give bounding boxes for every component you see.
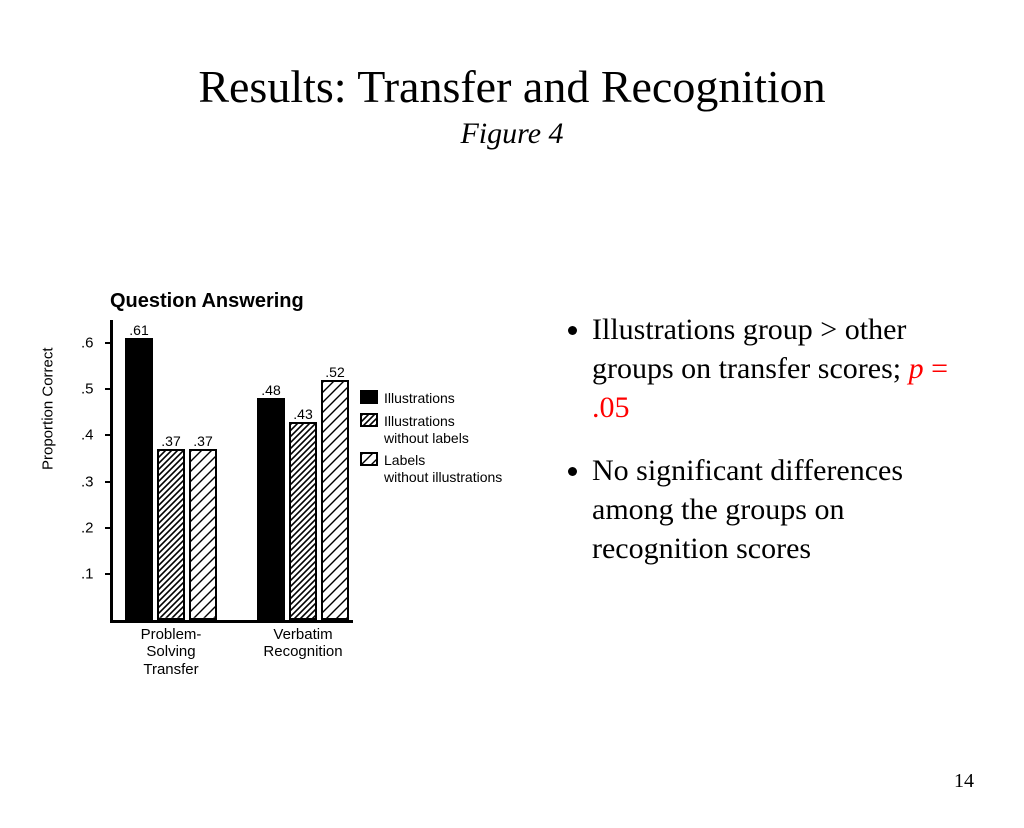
y-tick [105, 342, 113, 344]
y-tick-label: .2 [81, 519, 94, 536]
legend-swatch [360, 413, 378, 427]
slide: Results: Transfer and Recognition Figure… [0, 60, 1024, 828]
bullet-list: Illustrations group > other groups on tr… [560, 310, 970, 592]
bar-group: .61.37.37Problem-SolvingTransfer [125, 320, 217, 620]
slide-subtitle: Figure 4 [0, 117, 1024, 151]
bar: .52 [321, 380, 349, 620]
bar-value-label: .61 [127, 322, 151, 338]
y-tick-label: .1 [81, 565, 94, 582]
legend-swatch [360, 452, 378, 466]
x-category-label: Problem-SolvingTransfer [115, 626, 227, 678]
legend-label: Labelswithout illustrations [384, 452, 502, 486]
bar-group: .48.43.52VerbatimRecognition [257, 320, 349, 620]
legend-label: Illustrationswithout labels [384, 413, 469, 447]
p-value-label: p [909, 352, 924, 385]
slide-title: Results: Transfer and Recognition [0, 60, 1024, 113]
bar: .43 [289, 422, 317, 620]
y-tick [105, 434, 113, 436]
bar: .61 [125, 338, 153, 620]
content-area: Question Answering Proportion Correct .1… [40, 290, 984, 750]
legend-item: Illustrationswithout labels [360, 413, 502, 447]
legend-label: Illustrations [384, 390, 455, 407]
bar-value-label: .48 [259, 382, 283, 398]
chart-legend: Illustrations Illustrationswithout labels… [360, 390, 502, 492]
legend-swatch [360, 390, 378, 404]
legend-item: Labelswithout illustrations [360, 452, 502, 486]
y-tick-label: .5 [81, 381, 94, 398]
bar-value-label: .52 [323, 364, 347, 380]
plot-area: .1.2.3.4.5.6.61.37.37Problem-SolvingTran… [110, 320, 353, 623]
y-tick-label: .3 [81, 473, 94, 490]
bullet-text: Illustrations group > other groups on tr… [592, 313, 909, 385]
bar: .37 [189, 449, 217, 620]
y-tick-label: .4 [81, 427, 94, 444]
y-tick [105, 527, 113, 529]
y-axis-label: Proportion Correct [40, 347, 57, 470]
legend-item: Illustrations [360, 390, 502, 407]
bullet-item: Illustrations group > other groups on tr… [592, 310, 970, 427]
x-category-label: VerbatimRecognition [247, 626, 359, 661]
y-tick [105, 388, 113, 390]
bar-chart: Question Answering Proportion Correct .1… [40, 290, 520, 730]
chart-title: Question Answering [110, 290, 304, 313]
y-tick [105, 573, 113, 575]
bullet-item: No significant differences among the gro… [592, 451, 970, 568]
bar-value-label: .37 [191, 433, 215, 449]
bar-value-label: .37 [159, 433, 183, 449]
y-tick-label: .6 [81, 335, 94, 352]
bar: .48 [257, 398, 285, 620]
bullet-text: No significant differences among the gro… [592, 454, 903, 565]
bar: .37 [157, 449, 185, 620]
y-tick [105, 481, 113, 483]
page-number: 14 [954, 770, 974, 793]
bar-value-label: .43 [291, 406, 315, 422]
